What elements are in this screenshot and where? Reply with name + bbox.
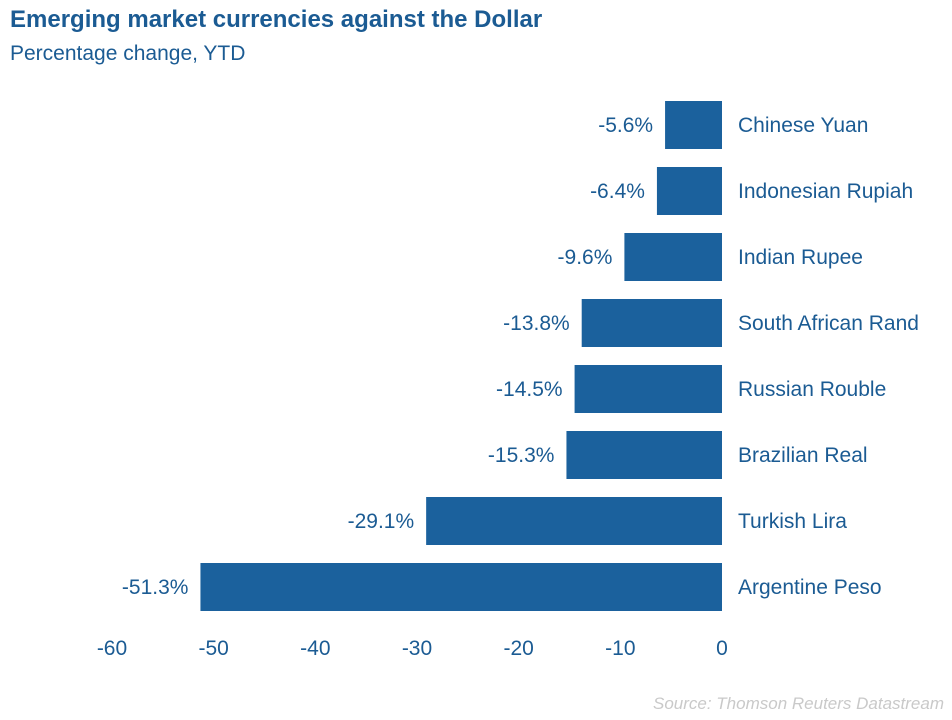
bar-russian-rouble bbox=[574, 365, 722, 413]
category-label: Indian Rupee bbox=[738, 246, 863, 269]
value-label: -5.6% bbox=[598, 114, 653, 137]
value-label: -51.3% bbox=[122, 576, 189, 599]
x-tick-label: 0 bbox=[716, 637, 728, 660]
bar-turkish-lira bbox=[426, 497, 722, 545]
category-label: Turkish Lira bbox=[738, 510, 847, 533]
bar-indonesian-rupiah bbox=[656, 167, 722, 215]
x-tick-label: -30 bbox=[402, 637, 432, 660]
value-label: -29.1% bbox=[348, 510, 415, 533]
category-label: Russian Rouble bbox=[738, 378, 886, 401]
bar-chinese-yuan bbox=[665, 101, 722, 149]
value-label: -15.3% bbox=[488, 444, 555, 467]
bar-indian-rupee bbox=[624, 233, 722, 281]
category-label: Brazilian Real bbox=[738, 444, 868, 467]
x-tick-label: -60 bbox=[97, 637, 127, 660]
chart-subtitle: Percentage change, YTD bbox=[10, 42, 246, 65]
bar-brazilian-real bbox=[566, 431, 722, 479]
x-tick-label: -40 bbox=[300, 637, 330, 660]
category-label: South African Rand bbox=[738, 312, 919, 335]
x-tick-label: -50 bbox=[198, 637, 228, 660]
chart-title: Emerging market currencies against the D… bbox=[10, 6, 543, 33]
category-label: Indonesian Rupiah bbox=[738, 180, 913, 203]
value-label: -14.5% bbox=[496, 378, 563, 401]
bar-south-african-rand bbox=[581, 299, 722, 347]
value-label: -9.6% bbox=[558, 246, 613, 269]
bar-argentine-peso bbox=[200, 563, 722, 611]
value-label: -6.4% bbox=[590, 180, 645, 203]
x-tick-label: -20 bbox=[503, 637, 533, 660]
value-label: -13.8% bbox=[503, 312, 570, 335]
category-label: Argentine Peso bbox=[738, 576, 882, 599]
category-label: Chinese Yuan bbox=[738, 114, 868, 137]
source-note: Source: Thomson Reuters Datastream bbox=[652, 694, 944, 713]
x-tick-label: -10 bbox=[605, 637, 635, 660]
